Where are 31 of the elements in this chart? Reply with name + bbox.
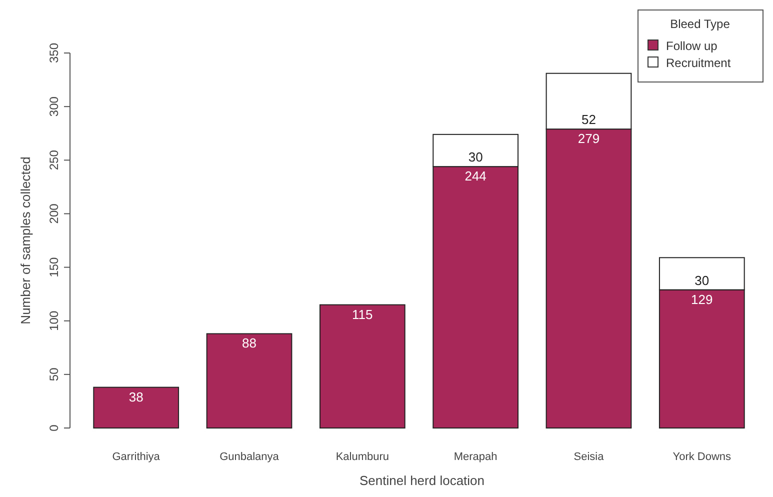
bar — [206, 333, 292, 428]
y-axis-title: Number of samples collected — [18, 156, 33, 324]
x-tick-label: Gunbalanya — [220, 451, 280, 463]
x-axis-title: Sentinel herd location — [359, 473, 485, 488]
text: Recruitment — [666, 56, 732, 70]
x-tick-label: Merapah — [454, 451, 498, 463]
data-label: 115 — [352, 306, 373, 322]
bar — [319, 304, 406, 428]
data-label: 129 — [691, 292, 713, 307]
x-tick-label: Seisia — [574, 451, 605, 463]
legend-label: Follow up — [666, 39, 718, 53]
data-label: 30 — [694, 272, 710, 288]
bar — [93, 386, 180, 428]
x-tick-label: York Downs — [672, 451, 732, 463]
y-tick-label: 250 — [47, 150, 61, 170]
y-tick-label: 0 — [47, 424, 61, 432]
y-tick-label: 300 — [47, 96, 61, 117]
data-label: 279 — [578, 131, 600, 146]
data-label: 38 — [128, 389, 144, 404]
data-label: 52 — [582, 112, 596, 128]
data-label: 244 — [464, 168, 486, 184]
y-tick-label: 150 — [47, 256, 61, 278]
data-label: 30 — [468, 150, 483, 165]
y-tick-label: 50 — [47, 367, 61, 382]
y-tick-label: 100 — [47, 310, 61, 331]
data-label: 88 — [242, 336, 256, 351]
legend-title: Bleed Type — [670, 17, 730, 31]
x-tick-label: Garrithiya — [112, 451, 161, 463]
y-tick-label: 200 — [47, 203, 61, 224]
y-tick-label: 350 — [47, 42, 61, 64]
x-tick-label: Kalumburu — [336, 451, 390, 463]
